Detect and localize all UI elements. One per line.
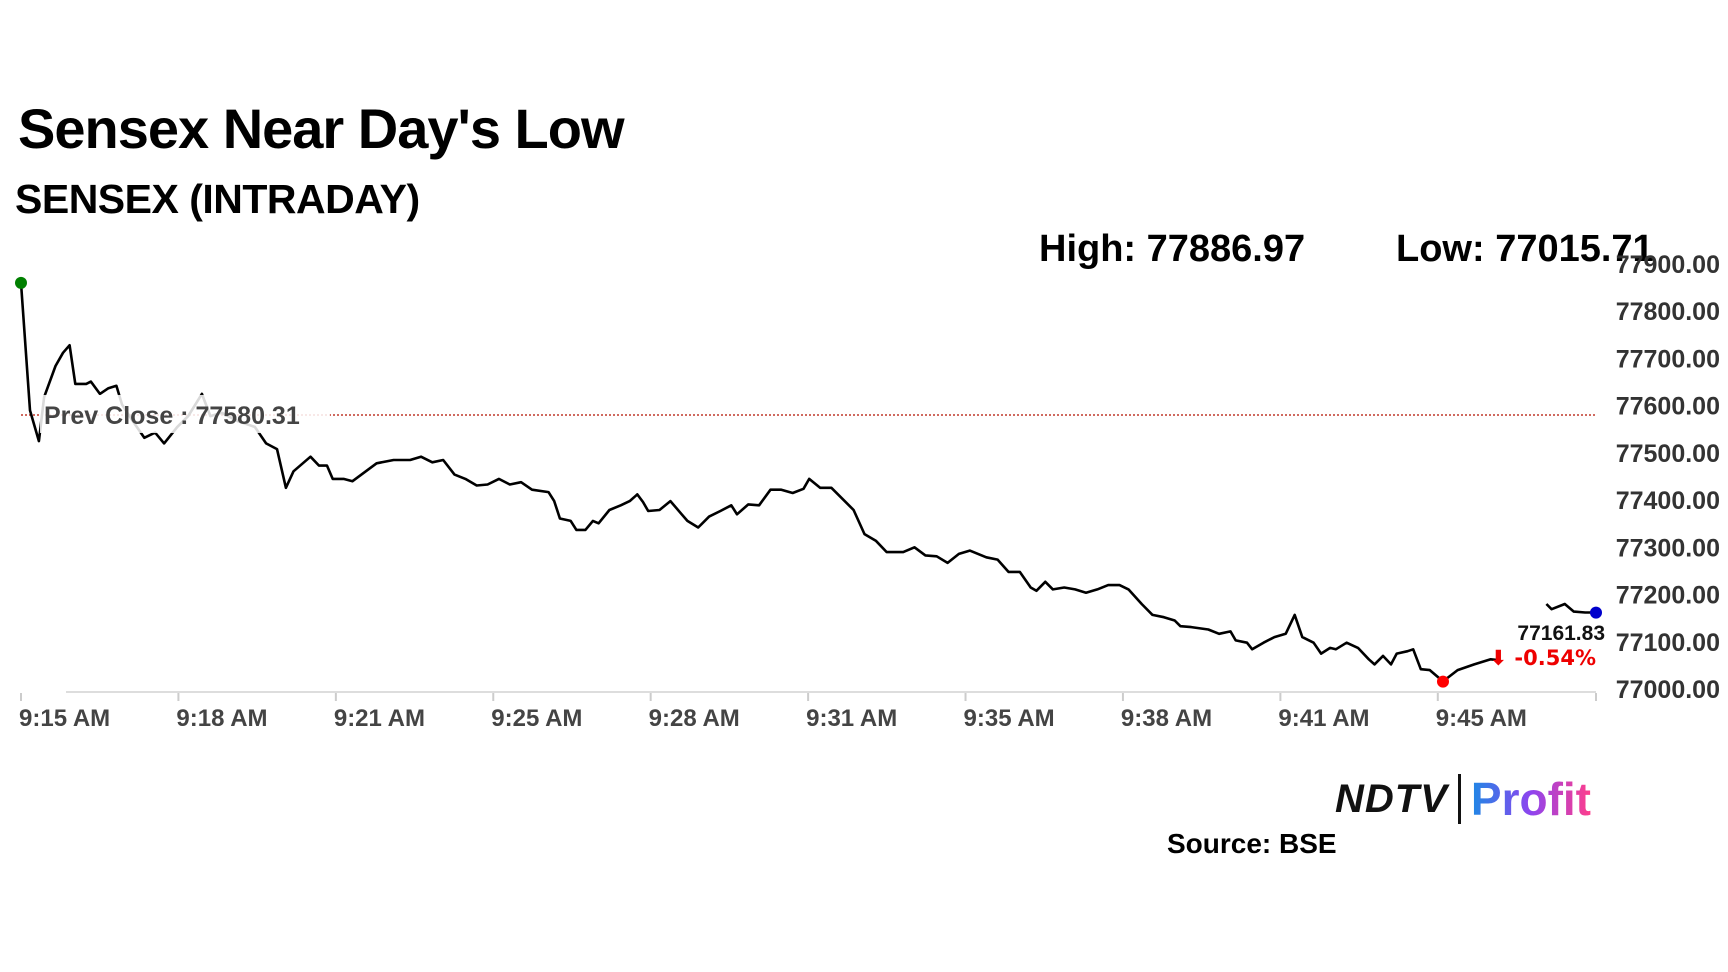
y-tick-label: 77000.00 bbox=[1616, 676, 1720, 704]
last-price-marker bbox=[1590, 606, 1602, 619]
x-tick-label: 9:28 AM bbox=[649, 705, 740, 732]
x-tick-label: 9:31 AM bbox=[806, 705, 897, 732]
y-tick-label: 77500.00 bbox=[1616, 440, 1720, 468]
y-tick-label: 77900.00 bbox=[1616, 251, 1720, 279]
chart-subtitle: SENSEX (INTRADAY) bbox=[15, 176, 420, 222]
logo-divider bbox=[1457, 774, 1461, 824]
x-tick-label: 9:41 AM bbox=[1278, 705, 1369, 732]
series-line-segment bbox=[19, 282, 1499, 683]
prev-close-label: Prev Close : 77580.31 bbox=[44, 402, 300, 430]
logo-ndtv: NDTV bbox=[1335, 776, 1448, 821]
headline: Sensex Near Day's Low bbox=[18, 97, 624, 160]
y-tick-label: 77200.00 bbox=[1616, 582, 1720, 610]
last-price-label: 77161.83 bbox=[1517, 622, 1605, 645]
source-note: Source: BSE bbox=[1167, 828, 1337, 859]
x-tick-label: 9:45 AM bbox=[1436, 705, 1527, 732]
x-tick-label: 9:21 AM bbox=[334, 705, 425, 732]
x-tick-label: 9:38 AM bbox=[1121, 705, 1212, 732]
prev-close-label-bg bbox=[40, 394, 330, 433]
logo-profit: Profit bbox=[1470, 773, 1591, 825]
change-percent-label: ⬇ -0.54% bbox=[1490, 646, 1596, 670]
y-tick-label: 77400.00 bbox=[1616, 487, 1720, 515]
y-tick-label: 77800.00 bbox=[1616, 298, 1720, 326]
open-marker bbox=[15, 276, 27, 289]
x-tick-label: 9:15 AM bbox=[19, 705, 110, 732]
day-high-label: High: 77886.97 bbox=[1039, 228, 1306, 270]
y-tick-label: 77100.00 bbox=[1616, 629, 1720, 657]
y-tick-label: 77700.00 bbox=[1616, 345, 1720, 373]
day-low-marker bbox=[1436, 675, 1449, 688]
y-tick-label: 77300.00 bbox=[1616, 534, 1720, 562]
ndtv-profit-logo: NDTV Profit bbox=[1335, 772, 1591, 826]
day-low-label: Low: 77015.71 bbox=[1396, 228, 1654, 270]
x-tick-label: 9:25 AM bbox=[491, 705, 582, 732]
y-tick-label: 77600.00 bbox=[1616, 393, 1720, 421]
series-line-segment bbox=[1545, 602, 1596, 614]
x-tick-label: 9:35 AM bbox=[964, 705, 1055, 732]
x-tick-label: 9:18 AM bbox=[176, 705, 267, 732]
